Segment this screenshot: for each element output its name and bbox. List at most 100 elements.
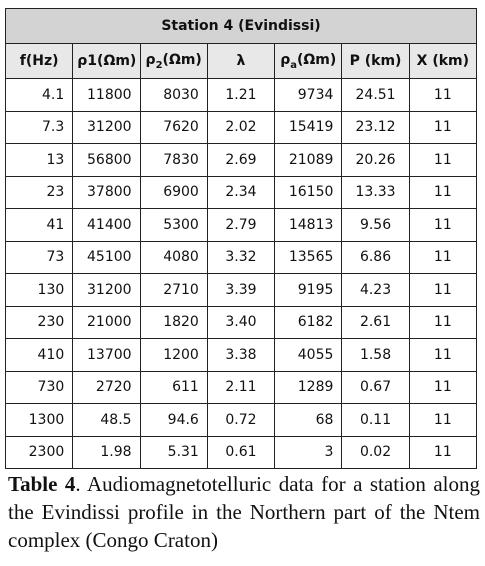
table-cell: 4.23 xyxy=(341,273,410,307)
table-cell: 15419 xyxy=(274,110,343,144)
column-header: ρa(Ωm) xyxy=(274,43,343,79)
table-cell: 9195 xyxy=(274,273,343,307)
table-cell: 3.40 xyxy=(206,305,276,339)
table-cell: 37800 xyxy=(72,175,141,209)
table-cell: 1300 xyxy=(4,403,74,437)
header-text: (Ωm) xyxy=(297,51,337,68)
column-header: X (km) xyxy=(408,43,478,79)
table-cell: 6.86 xyxy=(341,240,410,274)
table-cell: 48.5 xyxy=(72,403,141,437)
table-cell: 14813 xyxy=(274,208,343,242)
table-cell: 24.51 xyxy=(341,78,410,112)
table-row: 130 31200 2710 3.39 9195 4.23 11 xyxy=(4,273,478,307)
table-cell: 41400 xyxy=(72,208,141,242)
table-cell: 3.39 xyxy=(206,273,276,307)
table-cell: 11 xyxy=(408,273,478,307)
table-cell: 94.6 xyxy=(139,403,208,437)
column-header: λ xyxy=(206,43,276,79)
table-cell: 11 xyxy=(408,435,478,469)
caption: Table 4. Audiomagnetotelluric data for a… xyxy=(8,470,480,554)
table-cell: 31200 xyxy=(72,110,141,144)
table-cell: 23.12 xyxy=(341,110,410,144)
header-text: (Ωm) xyxy=(162,51,202,68)
table-cell: 11 xyxy=(408,208,478,242)
header-subscript: a xyxy=(290,59,297,71)
table-cell: 0.67 xyxy=(341,370,410,404)
data-table: Station 4 (Evindissi) f(Hz) ρ1(Ωm) ρ2(Ωm) λ… xyxy=(4,8,478,469)
caption-text: . Audiomagnetotelluric data for a statio… xyxy=(8,472,480,552)
table-cell: 2710 xyxy=(139,273,208,307)
table-cell: 13700 xyxy=(72,338,141,372)
table-cell: 9734 xyxy=(274,78,343,112)
table-cell: 3 xyxy=(274,435,343,469)
table-cell: 6182 xyxy=(274,305,343,339)
table-title: Station 4 (Evindissi) xyxy=(5,8,477,44)
table-cell: 56800 xyxy=(72,143,141,177)
table-cell: 3.32 xyxy=(206,240,276,274)
table-cell: 1200 xyxy=(139,338,208,372)
table-cell: 31200 xyxy=(72,273,141,307)
table-cell: 2.34 xyxy=(206,175,276,209)
header-text: λ xyxy=(236,53,246,69)
table-cell: 2720 xyxy=(72,370,141,404)
header-text: ρ1(Ωm) xyxy=(77,53,137,69)
table-row: 2300 1.98 5.31 0.61 3 0.02 11 xyxy=(4,435,478,469)
table-cell: 2300 xyxy=(4,435,74,469)
column-header: ρ1(Ωm) xyxy=(72,43,141,79)
caption-label: Table 4 xyxy=(8,472,76,496)
column-header: ρ2(Ωm) xyxy=(139,43,208,79)
table-cell: 5300 xyxy=(139,208,208,242)
table-cell: 4.1 xyxy=(4,78,74,112)
table-cell: 11 xyxy=(408,403,478,437)
table-cell: 611 xyxy=(139,370,208,404)
table-row: 41 41400 5300 2.79 14813 9.56 11 xyxy=(4,208,478,242)
table-cell: 410 xyxy=(4,338,74,372)
table-cell: 4080 xyxy=(139,240,208,274)
table-cell: 2.61 xyxy=(341,305,410,339)
table-cell: 0.11 xyxy=(341,403,410,437)
table-row: 4.1 11800 8030 1.21 9734 24.51 11 xyxy=(4,78,478,112)
table-cell: 6900 xyxy=(139,175,208,209)
table-cell: 0.72 xyxy=(206,403,276,437)
table-row: 73 45100 4080 3.32 13565 6.86 11 xyxy=(4,240,478,274)
table-cell: 11 xyxy=(408,78,478,112)
table-cell: 1.21 xyxy=(206,78,276,112)
header-text: f(Hz) xyxy=(19,53,59,69)
table-cell: 7.3 xyxy=(4,110,74,144)
table-cell: 3.38 xyxy=(206,338,276,372)
header-text: X (km) xyxy=(416,53,470,69)
table-cell: 13.33 xyxy=(341,175,410,209)
table-cell: 2.79 xyxy=(206,208,276,242)
table-cell: 21000 xyxy=(72,305,141,339)
table-cell: 21089 xyxy=(274,143,343,177)
table-cell: 8030 xyxy=(139,78,208,112)
table-cell: 1.98 xyxy=(72,435,141,469)
table-cell: 2.11 xyxy=(206,370,276,404)
table-cell: 7830 xyxy=(139,143,208,177)
table-cell: 1289 xyxy=(274,370,343,404)
column-header: P (km) xyxy=(341,43,410,79)
table-row: 1300 48.5 94.6 0.72 68 0.11 11 xyxy=(4,403,478,437)
table-cell: 68 xyxy=(274,403,343,437)
header-text: ρ xyxy=(145,51,156,68)
table-cell: 230 xyxy=(4,305,74,339)
table-cell: 11 xyxy=(408,143,478,177)
table-cell: 11 xyxy=(408,338,478,372)
table-cell: 13565 xyxy=(274,240,343,274)
table-row: 7.3 31200 7620 2.02 15419 23.12 11 xyxy=(4,110,478,144)
title-row: Station 4 (Evindissi) xyxy=(5,8,477,44)
table-cell: 41 xyxy=(4,208,74,242)
table-row: 23 37800 6900 2.34 16150 13.33 11 xyxy=(4,175,478,209)
column-header: f(Hz) xyxy=(4,43,74,79)
header-text: ρ xyxy=(280,51,291,68)
table-cell: 13 xyxy=(4,143,74,177)
table-cell: 45100 xyxy=(72,240,141,274)
table-cell: 23 xyxy=(4,175,74,209)
table-cell: 7620 xyxy=(139,110,208,144)
table-row: 730 2720 611 2.11 1289 0.67 11 xyxy=(4,370,478,404)
table-row: 230 21000 1820 3.40 6182 2.61 11 xyxy=(4,305,478,339)
table-cell: 11 xyxy=(408,240,478,274)
table-cell: 1820 xyxy=(139,305,208,339)
table-cell: 0.61 xyxy=(206,435,276,469)
